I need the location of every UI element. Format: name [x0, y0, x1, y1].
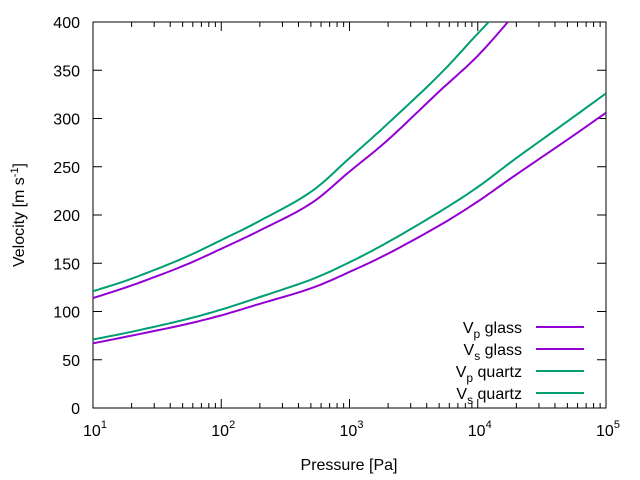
x-tick-label-exponent: 2: [229, 419, 235, 431]
series-lines: [93, 22, 606, 345]
y-tick-label: 50: [62, 353, 80, 370]
x-tick-label-exponent: 1: [101, 419, 107, 431]
x-tick-label-exponent: 3: [357, 419, 363, 431]
x-tick-label: 104: [468, 419, 492, 440]
series-line-vp-quartz: [93, 22, 491, 293]
legend-label: Vs quartz: [456, 386, 522, 407]
y-tick-label: 0: [71, 401, 80, 418]
legend-label-rest: quartz: [473, 386, 522, 403]
y-axis-tick-labels: 0 50 100 150 200 250 300 350 400: [53, 15, 80, 418]
x-tick-label: 102: [211, 419, 235, 440]
y-tick-label: 100: [53, 305, 80, 322]
legend-label-main: V: [456, 364, 467, 381]
y-axis-title-close: ]: [11, 163, 28, 167]
legend-label-subscript: s: [474, 349, 480, 363]
legend-label-rest: glass: [480, 342, 522, 359]
y-axis-title: Velocity [m s-1]: [9, 163, 28, 267]
plot-frame: [92, 21, 607, 409]
legend-label: Vp glass: [463, 320, 522, 341]
y-tick-label: 300: [53, 112, 80, 129]
series-line-vs-glass: [93, 111, 606, 345]
legend-label-subscript: p: [466, 371, 473, 385]
legend-label-main: V: [464, 342, 475, 359]
x-tick-label-base: 10: [83, 423, 101, 440]
legend-label: Vs glass: [464, 342, 522, 363]
legend-label-rest: quartz: [473, 364, 522, 381]
legend-label-subscript: p: [474, 327, 481, 341]
y-tick-label: 250: [53, 160, 80, 177]
series-line-vs-quartz: [93, 92, 606, 341]
x-tick-label-exponent: 5: [614, 419, 620, 431]
y-axis-title-superscript: -1: [9, 167, 21, 177]
x-tick-label: 101: [83, 419, 107, 440]
legend-label: Vp quartz: [456, 364, 522, 385]
y-axis-title-main: Velocity [m s: [11, 177, 28, 267]
legend-label-rest: glass: [480, 320, 522, 337]
x-tick-label-base: 10: [468, 423, 486, 440]
y-tick-label: 150: [53, 256, 80, 273]
legend-label-subscript: s: [467, 393, 473, 407]
y-tick-label: 350: [53, 63, 80, 80]
legend-label-main: V: [463, 320, 474, 337]
legend-label-main: V: [456, 386, 467, 403]
x-tick-label-base: 10: [340, 423, 358, 440]
axis-ticks: [92, 21, 607, 409]
series-line-vp-glass: [93, 22, 510, 299]
x-axis-tick-labels: 101 102 103 104 105: [83, 419, 620, 440]
y-tick-label: 400: [53, 15, 80, 32]
x-tick-label-base: 10: [211, 423, 229, 440]
x-tick-label: 103: [340, 419, 364, 440]
x-tick-label-exponent: 4: [486, 419, 492, 431]
x-tick-label-base: 10: [596, 423, 614, 440]
x-axis-title: Pressure [Pa]: [301, 457, 398, 474]
x-tick-label: 105: [596, 419, 620, 440]
y-tick-label: 200: [53, 208, 80, 225]
